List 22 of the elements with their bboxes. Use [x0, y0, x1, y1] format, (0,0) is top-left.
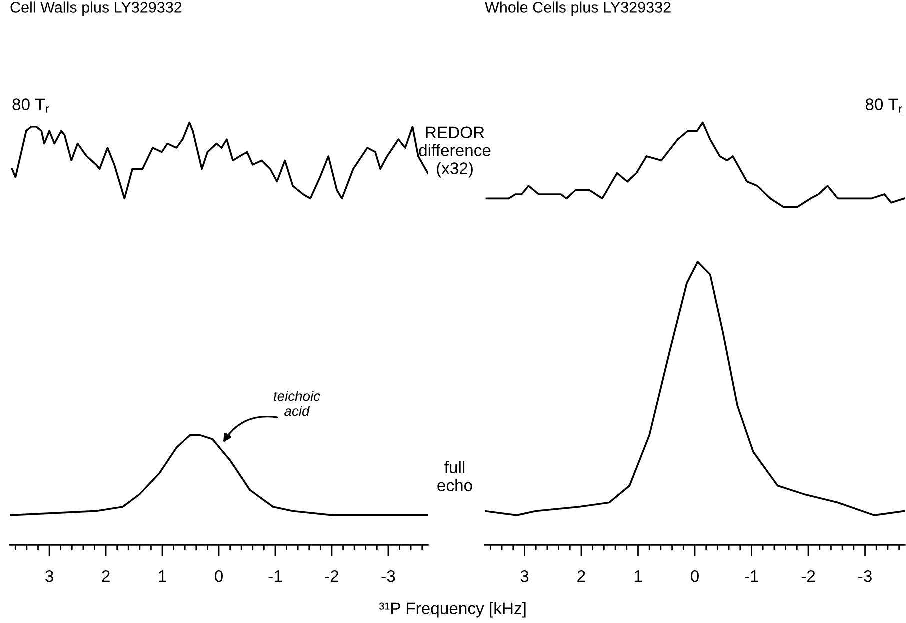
text: full echo: [438, 461, 472, 492]
x-tick-label: -2: [325, 570, 339, 582]
x-tick-label: -1: [268, 570, 282, 582]
chart-title: Whole Cells plus LY329332: [485, 2, 671, 16]
text: 80 T$_{r}$: [866, 98, 902, 113]
x-tick-label: 2: [578, 570, 586, 582]
x-tick-label: -2: [802, 570, 816, 582]
x-tick-label: 1: [159, 570, 166, 582]
x-axis-title: ³¹P Frequency [kHz]: [379, 602, 526, 618]
annotation: REDOR difference (x32): [419, 126, 491, 178]
x-tick-label: -3: [382, 570, 396, 582]
chart-title: Cell Walls plus LY329332: [10, 2, 182, 16]
x-tick-label: 2: [102, 570, 110, 582]
x-tick-label: -1: [745, 570, 758, 582]
x-tick-label: -3: [858, 570, 872, 582]
x-tick-label: 0: [215, 570, 223, 582]
x-tick-label: 3: [46, 570, 54, 582]
x-tick-label: 1: [634, 570, 642, 582]
x-tick-label: 3: [520, 570, 529, 582]
x-tick-label: 0: [691, 570, 699, 582]
text: 80 T$_{r}$: [12, 98, 50, 113]
annotation: teichoic acid: [274, 391, 320, 416]
